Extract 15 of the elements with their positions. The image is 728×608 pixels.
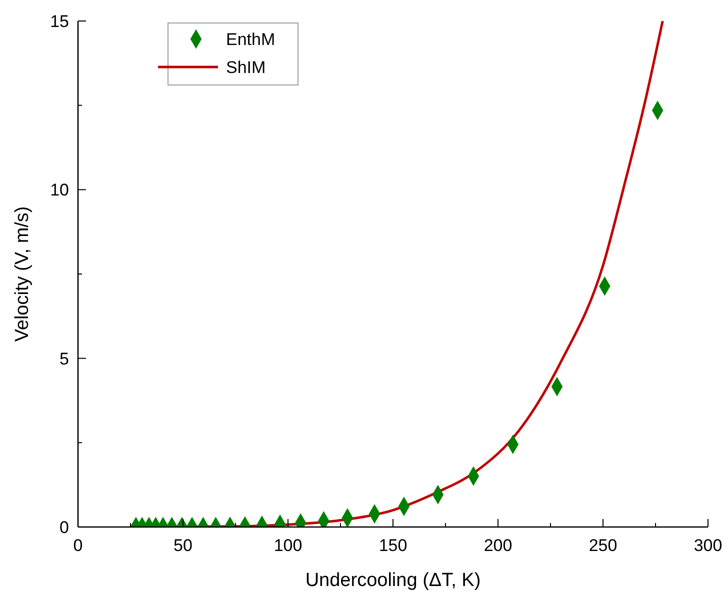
x-tick-label: 250 [588,536,618,555]
x-tick-label: 0 [73,536,83,555]
x-tick-label: 200 [484,536,512,555]
x-tick-label: 50 [174,536,192,555]
y-tick-label: 5 [60,349,69,368]
legend-label: EnthM [226,30,276,49]
y-axis-title: Velocity (V, m/s) [12,206,33,342]
y-tick-label: 0 [60,518,69,537]
x-axis-title: Undercooling (ΔT, K) [305,570,481,591]
y-tick-label: 15 [50,12,69,31]
legend-label: ShIM [226,58,266,77]
x-tick-label: 150 [378,536,408,555]
x-tick-label: 300 [694,536,722,555]
x-tick-label: 100 [274,536,302,555]
y-tick-label: 10 [50,180,69,200]
